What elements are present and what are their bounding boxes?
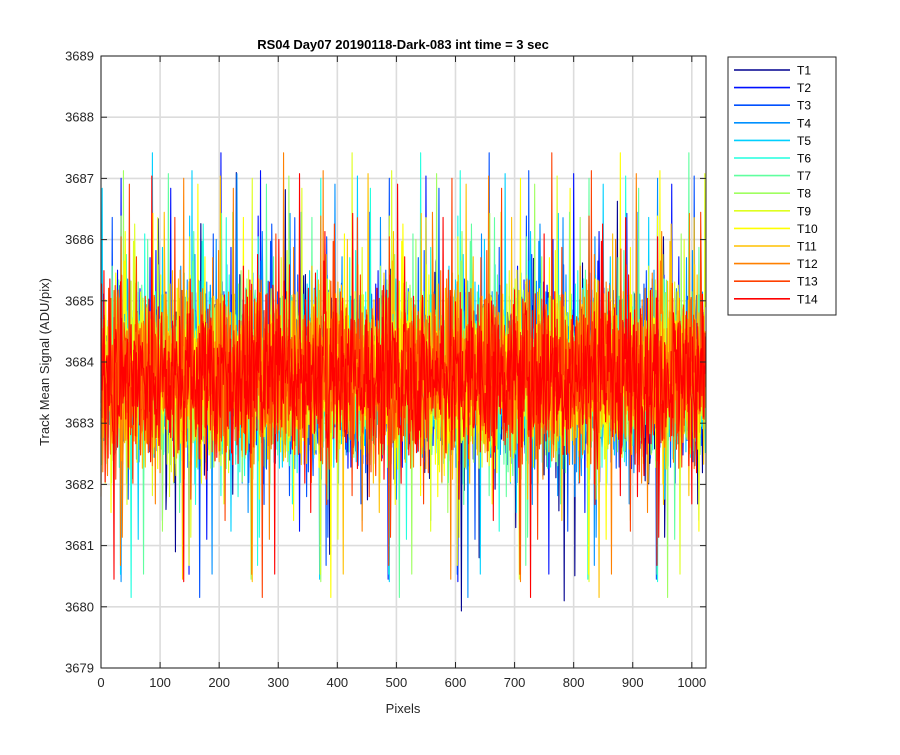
- y-tick-label: 3683: [65, 416, 94, 431]
- legend-label: T10: [797, 222, 818, 236]
- y-axis: 3679 3680 3681 3682 3683 3684 3685 3686 3687 3688…: [65, 49, 706, 676]
- y-tick-label: 3687: [65, 171, 94, 186]
- legend-label: T1: [797, 64, 811, 78]
- series-layer: [100, 152, 706, 612]
- legend-label: T13: [797, 275, 818, 289]
- legend-label: T8: [797, 187, 811, 201]
- x-tick-label: 100: [149, 675, 171, 690]
- legend-label: T6: [797, 152, 811, 166]
- legend-label: T14: [797, 292, 818, 306]
- y-tick-label: 3679: [65, 661, 94, 676]
- x-tick-label: 500: [386, 675, 408, 690]
- x-axis-label: Pixels: [386, 701, 421, 716]
- x-tick-label: 800: [563, 675, 585, 690]
- x-tick-label: 1000: [677, 675, 706, 690]
- legend: T1 T2 T3 T4 T5 T6 T7 T8 T9 T10 T11 T12 T13 T14: [727, 56, 837, 316]
- legend-label: T7: [797, 169, 811, 183]
- y-tick-label: 3680: [65, 599, 94, 614]
- legend-label: T3: [797, 99, 811, 113]
- legend-label: T2: [797, 81, 811, 95]
- y-tick-label: 3685: [65, 293, 94, 308]
- y-tick-label: 3681: [65, 538, 94, 553]
- y-tick-label: 3684: [65, 355, 94, 370]
- legend-label: T9: [797, 204, 811, 218]
- legend-label: T12: [797, 257, 818, 271]
- y-axis-label: Track Mean Signal (ADU/pix): [37, 278, 52, 446]
- y-tick-label: 3682: [65, 477, 94, 492]
- x-tick-label: 700: [504, 675, 526, 690]
- series-line-T14: [100, 173, 706, 598]
- y-tick-label: 3688: [65, 110, 94, 125]
- legend-label: T4: [797, 116, 811, 130]
- legend-box: [727, 56, 837, 316]
- y-tick-label: 3689: [65, 49, 94, 64]
- y-tick-label: 3686: [65, 232, 94, 247]
- x-tick-label: 900: [622, 675, 644, 690]
- legend-label: T5: [797, 134, 811, 148]
- legend-label: T11: [797, 240, 817, 254]
- chart-title: RS04 Day07 20190118-Dark-083 int time = …: [257, 37, 549, 52]
- x-tick-label: 0: [97, 675, 104, 690]
- x-axis: 0 100 200 300 400 500 600 700 800 900 1000: [97, 56, 706, 690]
- x-tick-label: 600: [445, 675, 467, 690]
- x-tick-label: 200: [208, 675, 230, 690]
- x-tick-label: 400: [326, 675, 348, 690]
- x-tick-label: 300: [267, 675, 289, 690]
